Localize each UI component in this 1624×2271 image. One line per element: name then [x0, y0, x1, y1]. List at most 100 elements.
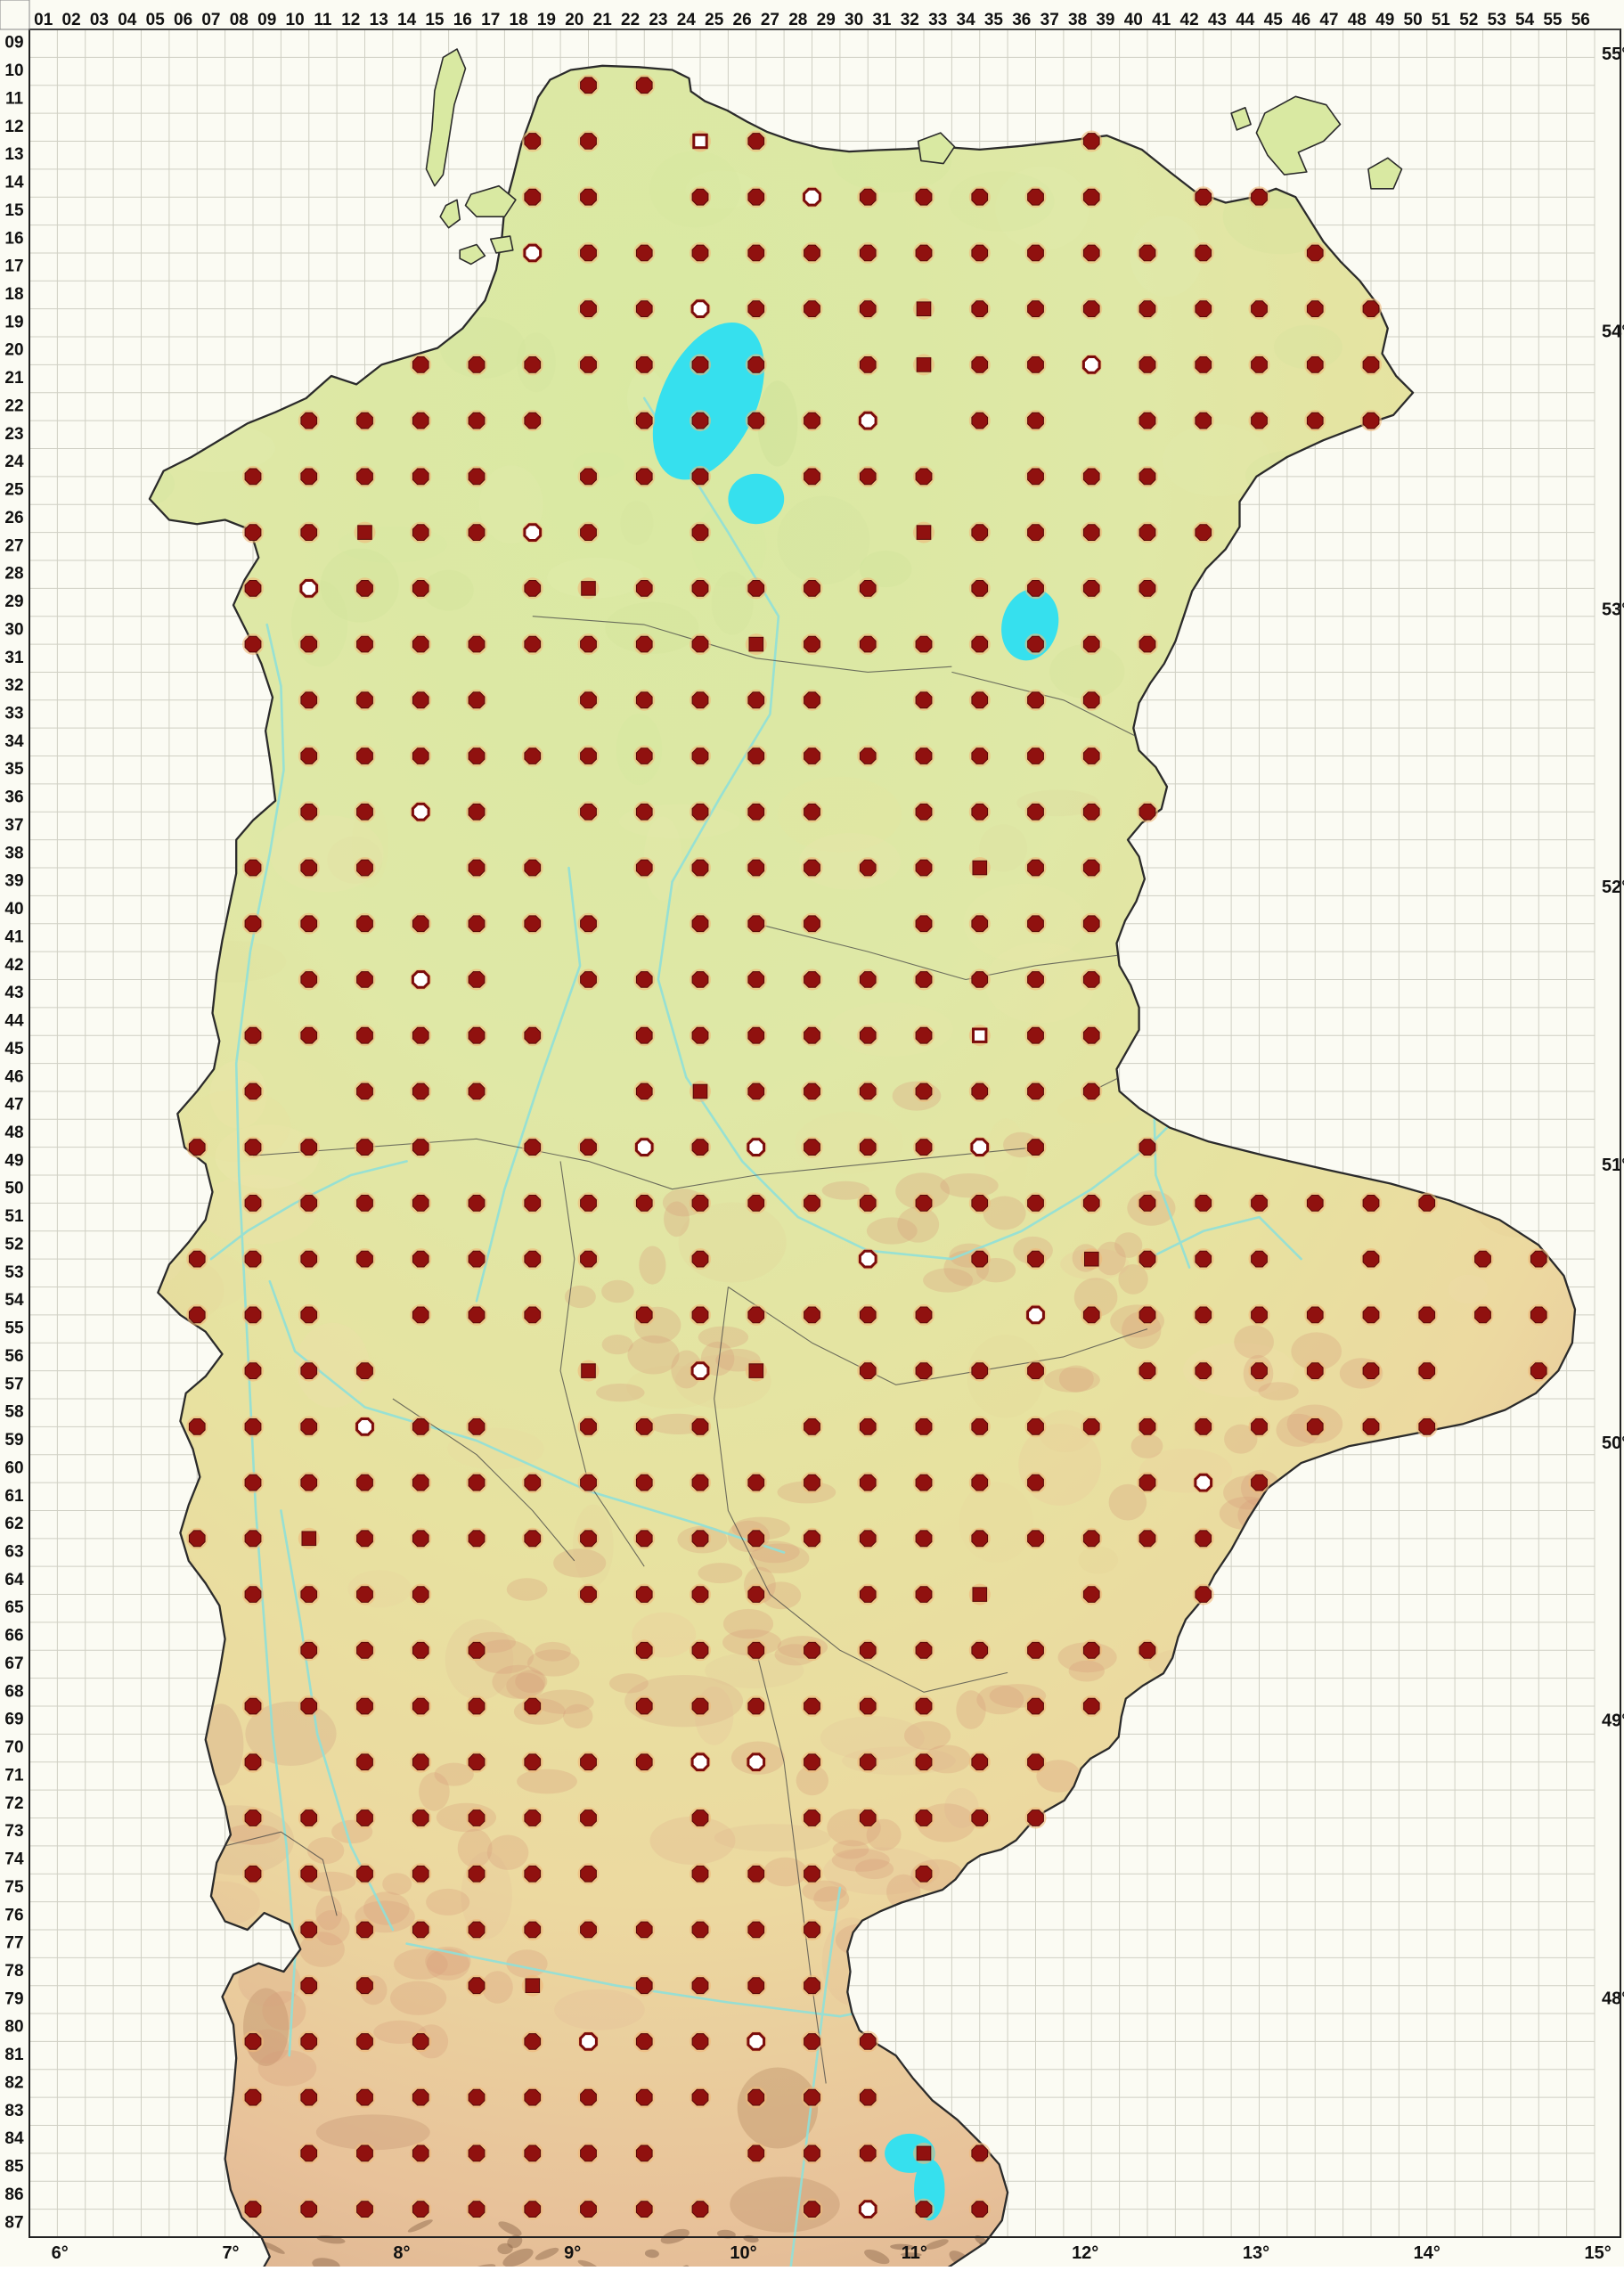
svg-text:38: 38: [4, 844, 23, 862]
svg-text:17: 17: [4, 257, 23, 276]
svg-text:68: 68: [4, 1682, 23, 1701]
svg-text:13: 13: [370, 11, 388, 29]
svg-text:67: 67: [4, 1654, 23, 1673]
svg-text:47: 47: [4, 1096, 23, 1115]
svg-text:62: 62: [4, 1515, 23, 1533]
svg-text:39: 39: [1096, 11, 1114, 29]
svg-text:72: 72: [4, 1794, 23, 1813]
svg-text:57: 57: [4, 1375, 23, 1393]
svg-text:52: 52: [4, 1236, 23, 1254]
svg-text:30: 30: [845, 11, 863, 29]
svg-text:49: 49: [1375, 11, 1394, 29]
svg-text:21: 21: [4, 369, 24, 388]
svg-text:47: 47: [1319, 11, 1338, 29]
svg-text:52: 52: [1459, 11, 1478, 29]
svg-text:85: 85: [4, 2158, 24, 2177]
svg-text:49: 49: [4, 1151, 23, 1170]
svg-text:56: 56: [1571, 11, 1590, 29]
svg-text:13: 13: [4, 145, 23, 164]
svg-text:6°: 6°: [52, 2243, 69, 2263]
svg-text:24: 24: [677, 11, 697, 29]
svg-text:13°: 13°: [1243, 2243, 1269, 2263]
svg-text:44: 44: [1236, 11, 1255, 29]
svg-text:74: 74: [4, 1850, 24, 1869]
svg-text:19: 19: [4, 313, 23, 331]
svg-text:40: 40: [1124, 11, 1143, 29]
svg-text:9°: 9°: [564, 2243, 581, 2263]
svg-text:14: 14: [4, 174, 24, 192]
svg-text:71: 71: [4, 1766, 24, 1785]
svg-text:15: 15: [425, 11, 445, 29]
svg-text:41: 41: [4, 927, 24, 946]
svg-text:15°: 15°: [1584, 2243, 1611, 2263]
svg-text:15: 15: [4, 201, 24, 220]
svg-text:11: 11: [314, 11, 332, 29]
svg-text:38: 38: [1068, 11, 1087, 29]
svg-text:16: 16: [4, 229, 23, 248]
svg-text:55: 55: [1543, 11, 1563, 29]
svg-text:11°: 11°: [902, 2243, 927, 2263]
svg-text:33: 33: [928, 11, 947, 29]
svg-text:7°: 7°: [222, 2243, 239, 2263]
svg-text:45: 45: [4, 1040, 24, 1058]
svg-text:83: 83: [4, 2102, 23, 2120]
svg-text:51: 51: [4, 1207, 24, 1226]
svg-text:01: 01: [34, 11, 53, 29]
svg-text:50: 50: [4, 1180, 23, 1198]
svg-text:29: 29: [4, 592, 23, 611]
svg-text:25: 25: [705, 11, 724, 29]
svg-text:77: 77: [4, 1934, 23, 1953]
svg-text:70: 70: [4, 1738, 23, 1757]
svg-text:22: 22: [4, 397, 23, 416]
svg-text:10°: 10°: [730, 2243, 756, 2263]
svg-text:08: 08: [230, 11, 249, 29]
svg-text:25: 25: [4, 481, 24, 500]
svg-text:26: 26: [733, 11, 752, 29]
svg-text:02: 02: [62, 11, 81, 29]
svg-text:35: 35: [4, 760, 24, 779]
svg-text:09: 09: [257, 11, 276, 29]
svg-text:43: 43: [1208, 11, 1227, 29]
svg-text:23: 23: [649, 11, 667, 29]
svg-text:24: 24: [4, 453, 24, 471]
svg-text:45: 45: [1264, 11, 1284, 29]
svg-text:76: 76: [4, 1906, 23, 1924]
svg-text:07: 07: [201, 11, 220, 29]
svg-text:56: 56: [4, 1347, 23, 1366]
svg-text:69: 69: [4, 1711, 23, 1729]
svg-text:42: 42: [1180, 11, 1199, 29]
svg-text:60: 60: [4, 1458, 23, 1477]
svg-text:05: 05: [146, 11, 166, 29]
svg-text:09: 09: [4, 34, 23, 53]
svg-text:55: 55: [4, 1319, 24, 1338]
svg-text:82: 82: [4, 2074, 23, 2093]
svg-text:48: 48: [4, 1123, 23, 1142]
svg-text:18: 18: [4, 285, 23, 304]
svg-text:22: 22: [621, 11, 640, 29]
svg-text:11: 11: [5, 89, 24, 108]
svg-text:03: 03: [90, 11, 109, 29]
svg-text:31: 31: [872, 11, 892, 29]
svg-text:28: 28: [788, 11, 807, 29]
svg-text:10: 10: [286, 11, 305, 29]
svg-text:86: 86: [4, 2185, 23, 2204]
svg-text:51: 51: [1432, 11, 1451, 29]
svg-text:43: 43: [4, 984, 23, 1002]
svg-text:27: 27: [761, 11, 779, 29]
svg-text:21: 21: [593, 11, 613, 29]
svg-text:79: 79: [4, 1989, 23, 2008]
svg-text:46: 46: [4, 1067, 23, 1086]
svg-text:37: 37: [4, 816, 23, 835]
svg-text:63: 63: [4, 1543, 23, 1562]
svg-text:44: 44: [4, 1012, 24, 1031]
svg-text:48: 48: [1348, 11, 1367, 29]
svg-text:87: 87: [4, 2213, 23, 2232]
svg-text:53: 53: [4, 1263, 23, 1282]
svg-text:42: 42: [4, 956, 23, 975]
svg-text:58: 58: [4, 1403, 23, 1422]
svg-text:37: 37: [1041, 11, 1059, 29]
svg-text:10: 10: [4, 61, 23, 80]
svg-text:53: 53: [1488, 11, 1506, 29]
svg-text:80: 80: [4, 2018, 23, 2037]
svg-text:81: 81: [4, 2046, 24, 2064]
